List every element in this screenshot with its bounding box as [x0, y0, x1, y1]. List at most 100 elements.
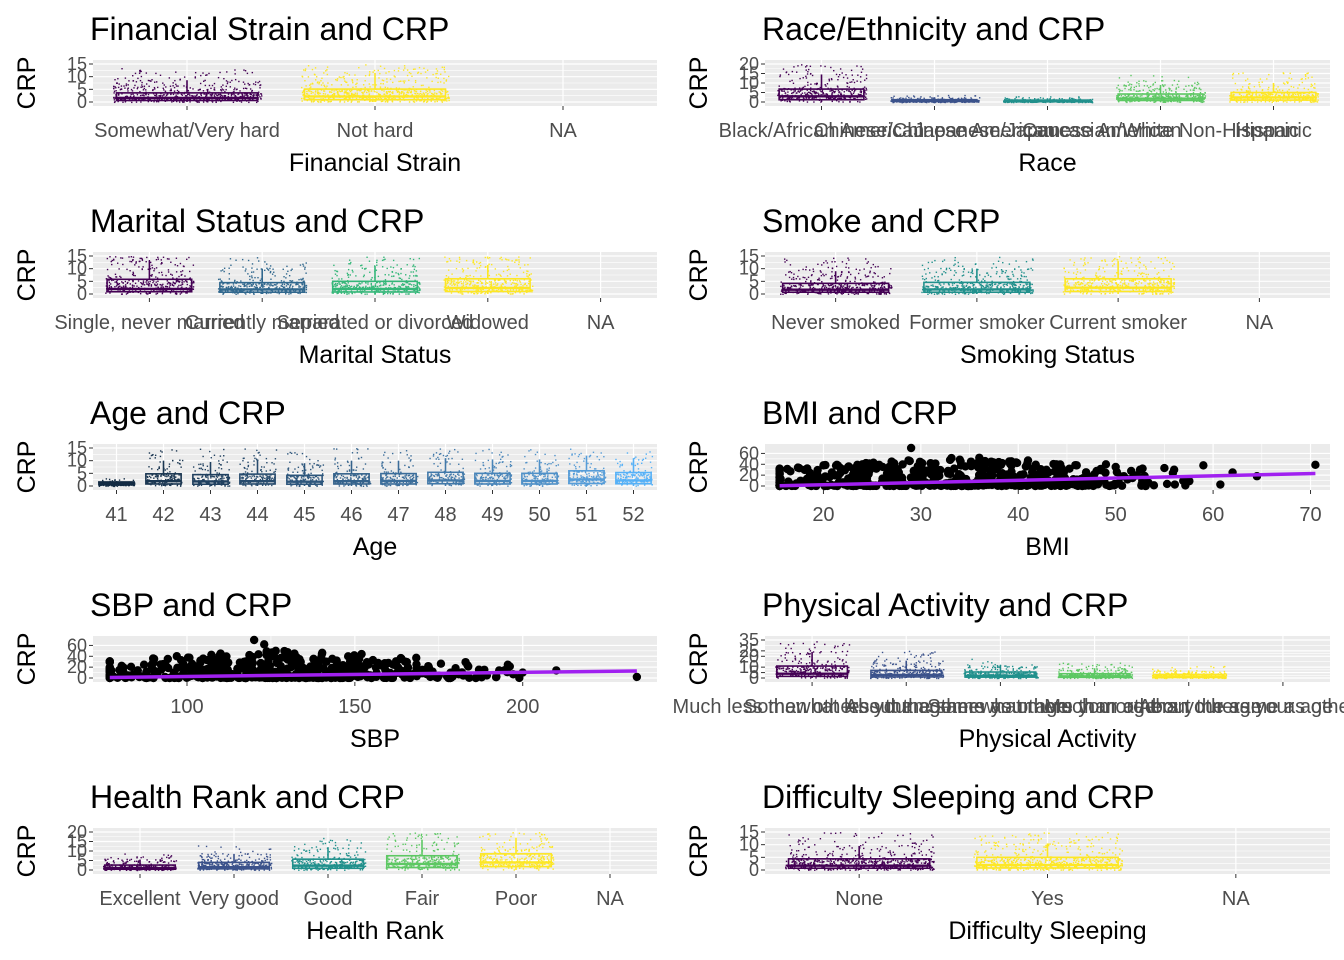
data-point — [793, 83, 794, 84]
data-point — [411, 284, 412, 285]
data-point — [118, 94, 119, 95]
data-point — [798, 270, 799, 271]
data-point — [803, 87, 804, 88]
data-point — [516, 259, 517, 260]
data-point — [831, 276, 832, 277]
data-point — [1176, 95, 1177, 96]
data-point — [456, 260, 457, 261]
data-point — [313, 101, 314, 102]
data-point — [864, 86, 865, 87]
data-point — [140, 293, 141, 294]
data-point — [839, 74, 840, 75]
data-point — [477, 293, 478, 294]
data-point — [364, 80, 365, 81]
data-point — [114, 281, 115, 282]
data-point — [807, 84, 808, 85]
data-point — [836, 266, 837, 267]
data-point — [290, 284, 291, 285]
data-point — [443, 78, 444, 79]
data-point — [531, 273, 532, 274]
data-point — [380, 285, 381, 286]
data-point — [1168, 88, 1169, 89]
data-point — [218, 279, 219, 280]
data-point — [1295, 94, 1296, 95]
data-point — [783, 285, 784, 286]
data-point — [339, 283, 340, 284]
data-point — [315, 67, 316, 68]
data-point — [334, 284, 335, 285]
data-point — [810, 73, 811, 74]
data-point — [413, 284, 414, 285]
data-point — [484, 293, 485, 294]
data-point — [1127, 81, 1128, 82]
y-tick-label: 15 — [739, 246, 759, 266]
data-point — [530, 257, 531, 258]
data-point — [1147, 85, 1148, 86]
data-point — [300, 264, 301, 265]
data-point — [340, 91, 341, 92]
data-point — [174, 90, 175, 91]
data-point — [516, 280, 517, 281]
data-point — [316, 76, 317, 77]
data-point — [399, 101, 400, 102]
data-point — [523, 293, 524, 294]
data-point — [240, 280, 241, 281]
data-point — [337, 92, 338, 93]
data-point — [170, 262, 171, 263]
data-point — [314, 74, 315, 75]
data-point — [260, 98, 261, 99]
data-point — [793, 279, 794, 280]
data-point — [495, 268, 496, 269]
data-point — [304, 267, 305, 268]
data-point — [1163, 102, 1164, 103]
data-point — [515, 283, 516, 284]
data-point — [127, 88, 128, 89]
data-point — [807, 82, 808, 83]
data-point — [358, 101, 359, 102]
data-point — [442, 101, 443, 102]
data-point — [1200, 92, 1201, 93]
data-point — [1305, 78, 1306, 79]
data-point — [122, 264, 123, 265]
data-point — [385, 279, 386, 280]
data-point — [160, 284, 161, 285]
data-point — [1059, 98, 1060, 99]
data-point — [262, 284, 263, 285]
data-point — [784, 261, 785, 262]
data-point — [779, 76, 780, 77]
data-point — [388, 71, 389, 72]
data-point — [122, 293, 123, 294]
data-point — [349, 74, 350, 75]
data-point — [115, 274, 116, 275]
data-point — [251, 272, 252, 273]
data-point — [180, 263, 181, 264]
data-point — [407, 264, 408, 265]
data-point — [287, 271, 288, 272]
data-point — [352, 93, 353, 94]
data-point — [508, 259, 509, 260]
data-point — [1143, 89, 1144, 90]
data-point — [278, 293, 279, 294]
data-point — [312, 69, 313, 70]
data-point — [208, 73, 209, 74]
data-point — [848, 271, 849, 272]
data-point — [796, 278, 797, 279]
data-point — [189, 95, 190, 96]
data-point — [352, 271, 353, 272]
panel-title: Marital Status and CRP — [90, 203, 424, 239]
data-point — [923, 98, 924, 99]
data-point — [474, 263, 475, 264]
data-point — [409, 72, 410, 73]
data-point — [485, 257, 486, 258]
data-point — [148, 94, 149, 95]
data-point — [873, 281, 874, 282]
data-point — [341, 285, 342, 286]
data-point — [369, 272, 370, 273]
data-point — [1308, 89, 1309, 90]
data-point — [837, 79, 838, 80]
data-point — [414, 266, 415, 267]
data-point — [482, 285, 483, 286]
data-point — [416, 270, 417, 271]
data-point — [203, 81, 204, 82]
data-point — [229, 278, 230, 279]
